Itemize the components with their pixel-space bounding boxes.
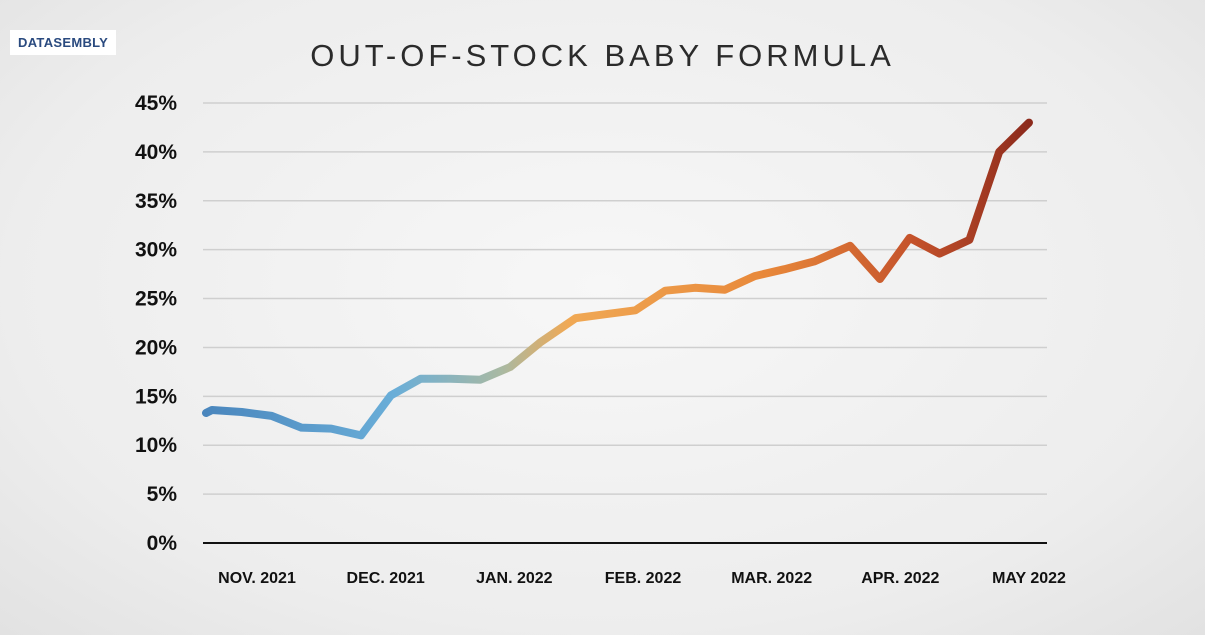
data-point: [693, 286, 697, 290]
x-tick-label: MAR. 2022: [731, 570, 812, 587]
data-point: [204, 411, 208, 415]
data-point: [908, 236, 912, 240]
x-tick-label: JAN. 2022: [476, 570, 553, 587]
data-point: [1027, 121, 1031, 125]
chart-title: OUT-OF-STOCK BABY FORMULA: [310, 38, 895, 73]
x-axis-ticks: NOV. 2021 DEC. 2021 JAN. 2022 FEB. 2022 MAR.…: [218, 570, 1066, 587]
data-point: [478, 378, 482, 382]
y-axis-ticks: 0% 5% 10% 15% 20% 25% 30% 35% 40% 45%: [135, 92, 177, 555]
data-point: [210, 408, 214, 412]
data-point: [538, 341, 542, 345]
data-point: [419, 377, 423, 381]
series-points: [204, 121, 1031, 438]
data-point: [449, 377, 453, 381]
y-tick-label: 5%: [147, 483, 178, 506]
data-point: [663, 289, 667, 293]
datasembly-logo: DATASEMBLY: [10, 30, 117, 55]
data-point: [329, 427, 333, 431]
data-point: [508, 365, 512, 369]
y-tick-label: 0%: [147, 532, 178, 555]
data-point: [997, 150, 1001, 154]
data-point: [878, 277, 882, 281]
gridlines: [203, 102, 1047, 495]
y-tick-label: 25%: [135, 288, 177, 311]
y-tick-label: 30%: [135, 239, 177, 262]
data-point: [812, 259, 816, 263]
data-point: [359, 433, 363, 437]
data-point: [753, 274, 757, 278]
x-tick-label: MAY 2022: [992, 570, 1066, 587]
x-tick-label: APR. 2022: [861, 570, 939, 587]
data-point: [270, 414, 274, 418]
y-tick-label: 35%: [135, 190, 177, 213]
x-tick-label: DEC. 2021: [347, 570, 425, 587]
data-point: [782, 267, 786, 271]
data-point: [389, 393, 393, 397]
y-tick-label: 10%: [135, 434, 177, 457]
x-tick-label: FEB. 2022: [605, 570, 682, 587]
data-point: [574, 316, 578, 320]
x-tick-label: NOV. 2021: [218, 570, 296, 587]
data-point: [299, 426, 303, 430]
data-point: [240, 410, 244, 414]
data-point: [938, 252, 942, 256]
y-tick-label: 15%: [135, 385, 177, 408]
data-point: [723, 288, 727, 292]
data-point: [848, 244, 852, 248]
y-tick-label: 40%: [135, 141, 177, 164]
data-point: [604, 312, 608, 316]
y-tick-label: 45%: [135, 92, 177, 115]
y-tick-label: 20%: [135, 336, 177, 359]
data-point: [633, 308, 637, 312]
series-line: [202, 118, 1033, 440]
data-point: [967, 238, 971, 242]
